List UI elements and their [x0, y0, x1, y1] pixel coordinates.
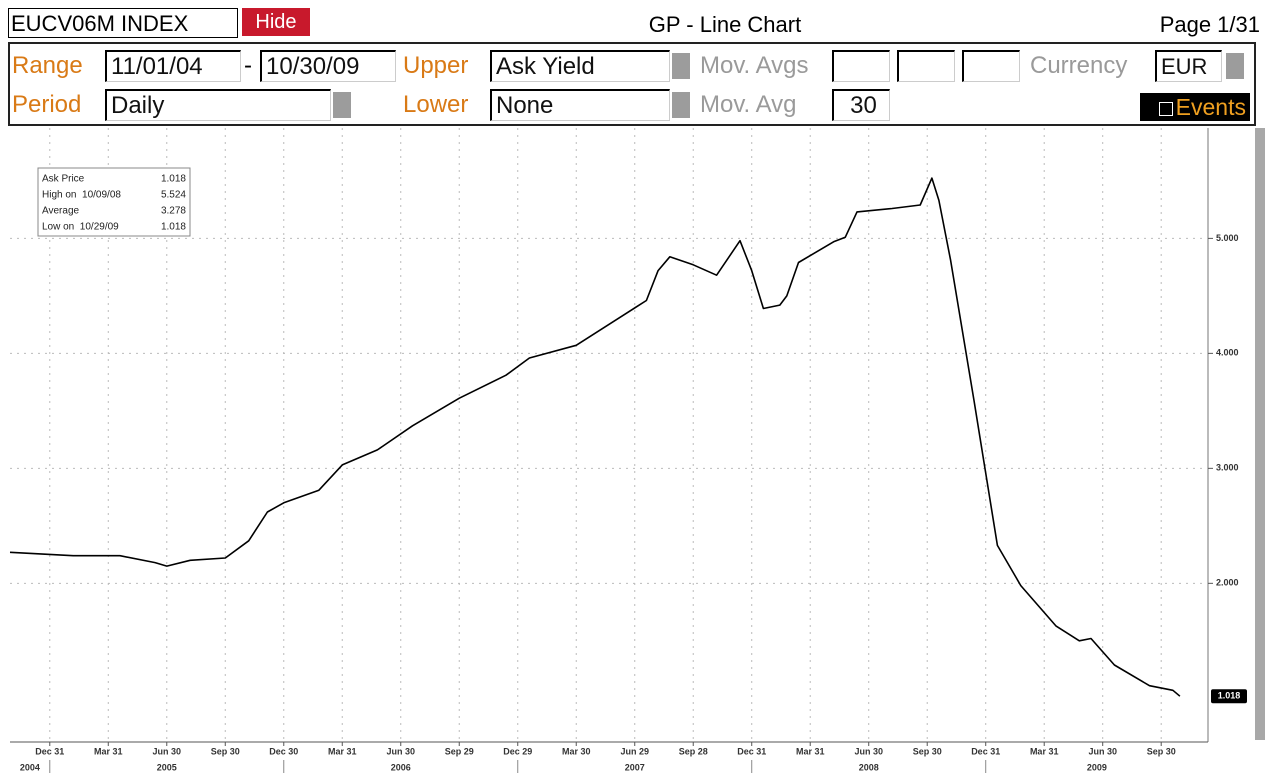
x-tick-label: Jun 30 [153, 746, 182, 756]
year-label: 2005 [157, 762, 177, 772]
form-panel [8, 42, 1256, 126]
currency-field[interactable]: EUR [1155, 50, 1222, 82]
x-tick-label: Dec 31 [737, 746, 766, 756]
range-end[interactable]: 10/30/09 [260, 50, 396, 82]
x-tick-label: Sep 29 [445, 746, 474, 756]
info-box [37, 167, 191, 237]
info-value: 1.018 [161, 222, 186, 233]
hide-button[interactable]: Hide [242, 8, 310, 36]
y-tick-label: 2.000 [1216, 578, 1239, 588]
range-start[interactable]: 11/01/04 [105, 50, 241, 82]
info-value: 5.524 [161, 190, 186, 201]
x-tick-label: Dec 29 [503, 746, 532, 756]
x-tick-label: Sep 28 [679, 746, 708, 756]
info-value: 3.278 [161, 206, 186, 217]
ticker: EUCV06M INDEX [11, 11, 189, 36]
x-tick-label: Dec 31 [35, 746, 64, 756]
year-label: 2006 [391, 762, 411, 772]
mov-avgs-label: Mov. Avgs [700, 52, 809, 79]
x-tick-label: Jun 30 [386, 746, 415, 756]
mov-avg-field[interactable] [832, 50, 890, 82]
mov-avg-value[interactable]: 30 [832, 89, 890, 121]
last-value-label: 1.018 [1218, 691, 1241, 701]
upper-field[interactable]: Ask Yield [490, 50, 670, 82]
info-label: Average [42, 206, 80, 217]
info-value: 1.018 [161, 174, 186, 185]
period-label: Period [12, 91, 82, 118]
x-tick-label: Dec 31 [971, 746, 1000, 756]
x-tick-label: Sep 30 [211, 746, 240, 756]
upper-label: Upper [403, 52, 469, 79]
year-label: 2009 [1087, 762, 1107, 772]
year-label: 2007 [625, 762, 645, 772]
x-tick-label: Sep 30 [1147, 746, 1176, 756]
x-tick-label: Jun 29 [620, 746, 649, 756]
range-separator: - [244, 52, 252, 79]
x-tick-label: Sep 30 [913, 746, 942, 756]
info-label: Ask Price [42, 174, 85, 185]
year-label: 2008 [859, 762, 879, 772]
period-dropdown[interactable] [333, 92, 351, 118]
y-tick-label: 5.000 [1216, 233, 1239, 243]
page-number: Page 1/31 [1159, 12, 1260, 37]
currency-label: Currency [1030, 52, 1128, 79]
range-label: Range [12, 52, 83, 79]
x-tick-label: Jun 30 [1088, 746, 1117, 756]
x-tick-label: Mar 31 [94, 746, 123, 756]
mov-avg-field[interactable] [962, 50, 1020, 82]
y-tick-label: 3.000 [1216, 463, 1239, 473]
events-icon [1158, 101, 1173, 116]
events-label: Events [1175, 94, 1246, 120]
period-field[interactable]: Daily [105, 89, 331, 121]
events-button[interactable]: Events [1140, 93, 1250, 121]
mov-avg-label: Mov. Avg [700, 91, 797, 118]
info-label: High on 10/09/08 [42, 190, 121, 201]
y-tick-label: 4.000 [1216, 348, 1239, 358]
year-label: 2004 [20, 762, 40, 772]
info-label: Low on 10/29/09 [42, 222, 119, 233]
currency-dropdown[interactable] [1226, 53, 1244, 79]
lower-label: Lower [403, 91, 469, 118]
x-tick-label: Mar 31 [1030, 746, 1059, 756]
x-tick-label: Jun 30 [854, 746, 883, 756]
scrollbar[interactable] [1255, 128, 1265, 740]
price-line [9, 177, 1181, 697]
upper-dropdown[interactable] [672, 53, 690, 79]
lower-field[interactable]: None [490, 89, 670, 121]
last-value-box [1211, 689, 1247, 704]
mov-avg-field[interactable] [897, 50, 955, 82]
window-title: GP - Line Chart [648, 12, 802, 37]
ticker-box[interactable]: EUCV06M INDEX [8, 8, 238, 38]
x-tick-label: Mar 30 [562, 746, 591, 756]
lower-dropdown[interactable] [672, 92, 690, 118]
x-tick-label: Mar 31 [328, 746, 357, 756]
x-tick-label: Dec 30 [269, 746, 298, 756]
x-tick-label: Mar 31 [796, 746, 825, 756]
